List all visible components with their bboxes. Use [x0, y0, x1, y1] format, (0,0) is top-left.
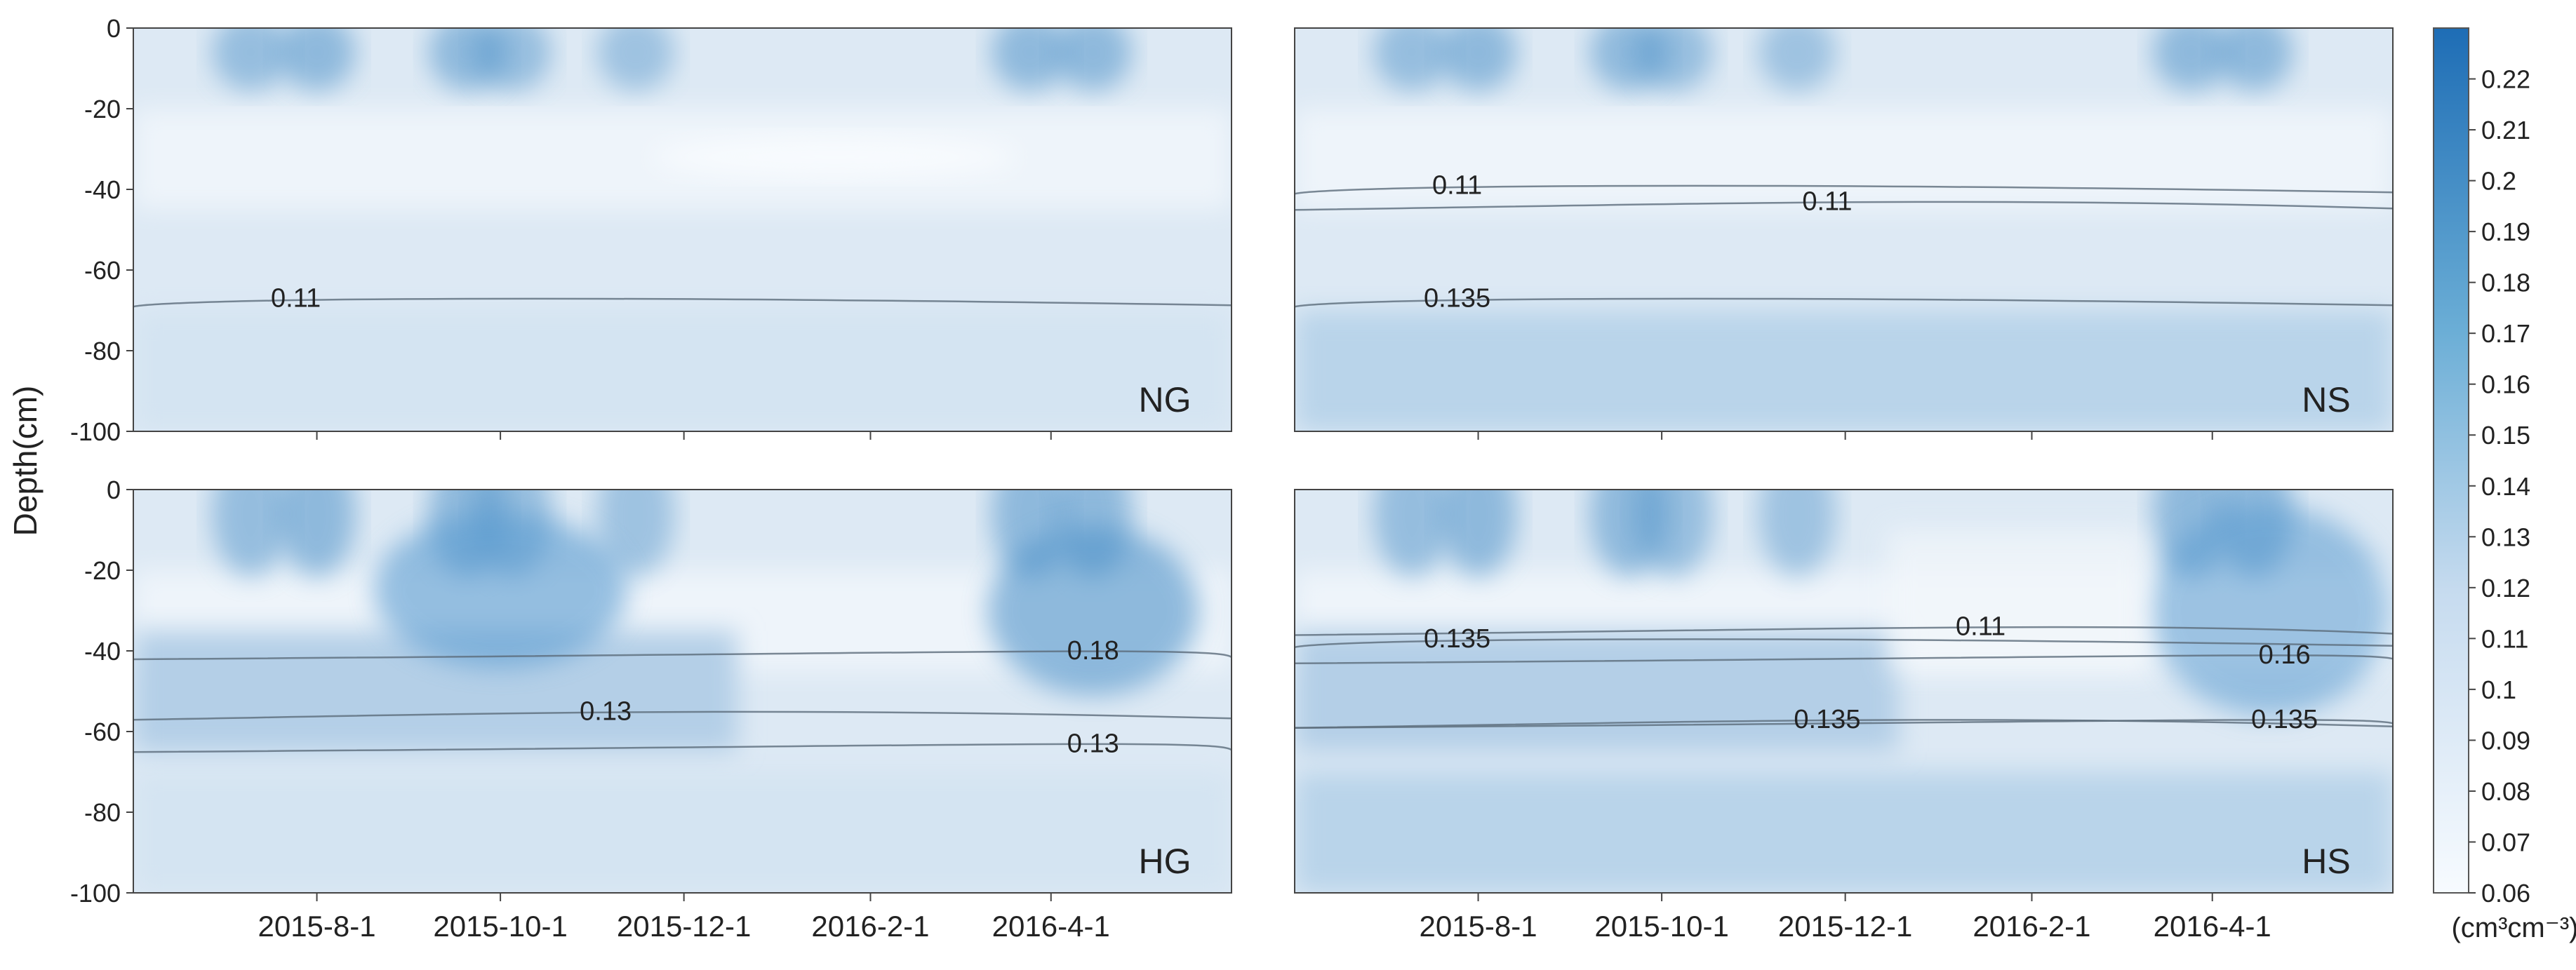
contour-field [133, 28, 1232, 431]
colorbar-tick-label: 0.2 [2481, 167, 2516, 196]
colorbar-tick-label: 0.13 [2481, 523, 2530, 551]
colorbar-tick-label: 0.09 [2481, 726, 2530, 755]
contour-field [133, 490, 1232, 893]
contour-line [1295, 297, 2393, 308]
contour-label: 0.13 [1067, 729, 1119, 758]
y-tick-label: -100 [70, 879, 121, 908]
panel-hs: 0.135 0.11 0.16 0.135 0.135 2015-8-1 2015-10-1… [1294, 489, 2394, 943]
colorbar-gradient [2433, 27, 2469, 894]
contour-label: 0.16 [2259, 640, 2311, 670]
contour-line [133, 297, 1232, 308]
panel-name: HS [2302, 842, 2350, 881]
colorbar-tick-label: 0.11 [2481, 624, 2528, 653]
contour-line [1295, 654, 2393, 664]
contour-line [1295, 184, 2393, 195]
panel-frame [133, 27, 1232, 432]
colorbar-tick-label: 0.15 [2481, 421, 2530, 450]
colorbar-tick-label: 0.06 [2481, 879, 2530, 908]
y-tick-label: 0 [107, 476, 121, 504]
x-tick-label: 2016-2-1 [811, 910, 929, 943]
contour-label: 0.135 [2251, 705, 2318, 734]
y-tick-label: -20 [84, 556, 121, 585]
panel-name: NG [1139, 380, 1192, 419]
x-tick-label: 2015-10-1 [1594, 910, 1728, 943]
colorbar-ticks: 0.22 0.21 0.2 0.19 0.18 0.17 0.16 0.15 0.14 0.13 0… [2469, 65, 2530, 908]
colorbar-tick-label: 0.07 [2481, 828, 2530, 856]
contour-label: 0.135 [1424, 624, 1490, 654]
x-tick-label: 2016-2-1 [1973, 910, 2090, 943]
panel-frame [1294, 489, 2394, 894]
panel-frame [1294, 27, 2394, 432]
contour-label: 0.11 [1802, 187, 1852, 216]
colorbar-tick-label: 0.12 [2481, 574, 2530, 602]
colorbar-tick-label: 0.19 [2481, 217, 2530, 246]
y-axis-label: Depth(cm) [7, 386, 44, 537]
x-tick-label: 2015-12-1 [1778, 910, 1912, 943]
x-tick-label: 2015-12-1 [617, 910, 751, 943]
contour-label: 0.18 [1067, 636, 1119, 666]
colorbar-tick-label: 0.08 [2481, 777, 2530, 806]
contour-label: 0.135 [1794, 705, 1860, 734]
panel-ns: 0.11 0.11 0.135 NS [1294, 27, 2394, 440]
panel-ng: 0.11 0 -20 -40 -60 -80 -100 NG [70, 14, 1232, 446]
x-tick-label: 2015-8-1 [1419, 910, 1537, 943]
y-tick-label: -80 [84, 337, 121, 365]
y-tick-label: 0 [107, 14, 121, 43]
x-tick-label: 2016-4-1 [992, 910, 1110, 943]
y-tick-label: -100 [70, 417, 121, 446]
contour-line [133, 743, 1232, 753]
contour-line [1295, 719, 2393, 729]
contour-line [1295, 638, 2393, 648]
y-tick-label: -40 [84, 175, 121, 204]
contour-label: 0.11 [271, 283, 321, 313]
contour-label: 0.135 [1424, 283, 1490, 313]
contour-line [133, 650, 1232, 661]
contour-line [1295, 201, 2393, 211]
contour-line [133, 710, 1232, 721]
panel-name: HG [1139, 842, 1192, 881]
colorbar: 0.22 0.21 0.2 0.19 0.18 0.17 0.16 0.15 0.14 0.13 0… [2433, 27, 2576, 943]
contour-line [1295, 626, 2393, 636]
colorbar-tick-label: 0.22 [2481, 65, 2530, 94]
panel-name: NS [2302, 380, 2350, 419]
panels-layer: 0.110-20-40-60-80-100NG0.110.110.135NS0.… [70, 14, 2394, 943]
x-tick-label: 2015-8-1 [258, 910, 375, 943]
colorbar-tick-label: 0.1 [2481, 675, 2516, 704]
contour-label: 0.11 [1432, 170, 1482, 200]
panel-hg: 0.18 0.13 0.13 0 -20 -40 -60 -80 -100 2015-8-1 201… [70, 476, 1232, 943]
y-tick-label: -80 [84, 798, 121, 827]
contour-line [1295, 719, 2393, 729]
contour-label: 0.11 [1956, 612, 2006, 642]
y-tick-label: -60 [84, 256, 121, 285]
colorbar-tick-label: 0.17 [2481, 319, 2530, 348]
y-tick-label: -20 [84, 95, 121, 123]
x-tick-label: 2015-10-1 [433, 910, 567, 943]
contour-label: 0.13 [580, 696, 632, 726]
panel-frame [133, 489, 1232, 894]
colorbar-tick-label: 0.14 [2481, 472, 2530, 501]
colorbar-tick-label: 0.21 [2481, 116, 2530, 144]
contour-field [1295, 490, 2393, 893]
y-tick-label: -60 [84, 718, 121, 746]
colorbar-unit-label: (cm³cm⁻³) [2451, 912, 2576, 943]
x-tick-label: 2016-4-1 [2154, 910, 2271, 943]
colorbar-tick-label: 0.18 [2481, 269, 2530, 297]
colorbar-tick-label: 0.16 [2481, 370, 2530, 399]
y-tick-label: -40 [84, 637, 121, 666]
contour-field [1295, 28, 2393, 431]
